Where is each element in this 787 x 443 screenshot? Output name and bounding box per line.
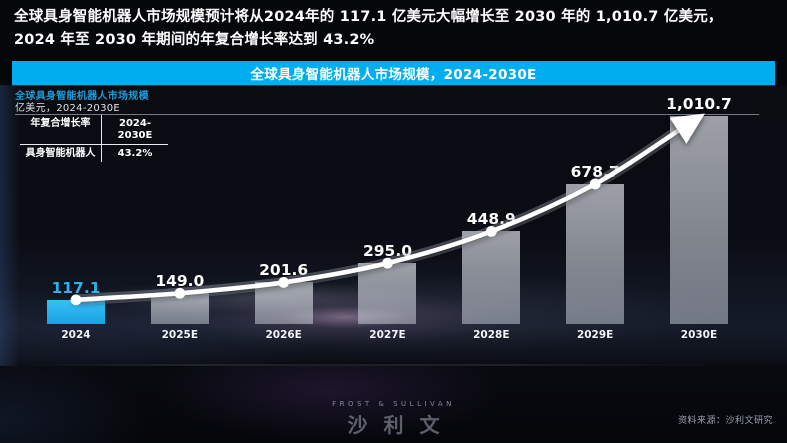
- logo-chinese-name: 沙利文: [347, 413, 456, 437]
- headline-line1: 全球具身智能机器人市场规模预计将从2024年的 117.1 亿美元大幅增长至 2…: [14, 9, 723, 25]
- x-axis-label-2024: 2024: [61, 329, 91, 341]
- source-note: 资料来源：沙利文研究: [677, 416, 773, 426]
- bar-2028E: [462, 231, 521, 324]
- chart-title: 全球具身智能机器人市场规模: [15, 91, 149, 102]
- logo-wordmark: FROST & SULLIVAN: [332, 400, 455, 408]
- bar-2029E: [566, 183, 625, 324]
- chart-unit-label: 亿美元，2024-2030E: [15, 103, 121, 114]
- value-label-2026E: 201.6: [259, 261, 309, 280]
- frost-sullivan-logo: FROST & SULLIVAN 沙利文: [0, 400, 787, 438]
- value-label-2028E: 448.9: [466, 210, 516, 229]
- lower-background-glow: [0, 366, 787, 443]
- headline-line2: 2024 年至 2030 年期间的年复合增长率达到 43.2%: [14, 32, 375, 48]
- cagr-series-label: 具身智能机器人: [20, 145, 102, 162]
- bar-2030E: [669, 115, 728, 324]
- bar-2027E: [358, 263, 417, 324]
- chart-banner: 全球具身智能机器人市场规模，2024-2030E: [12, 61, 775, 85]
- bar-2026E: [254, 282, 313, 324]
- cagr-header-label: 年复合增长率: [20, 115, 102, 145]
- value-label-2030E: 1,010.7: [666, 94, 732, 113]
- x-axis-label-2026E: 2026E: [265, 329, 302, 341]
- background-floor-edge: [18, 364, 718, 366]
- value-label-2025E: 149.0: [155, 272, 205, 291]
- x-axis-label-2028E: 2028E: [473, 329, 510, 341]
- x-axis-label-2030E: 2030E: [680, 329, 718, 341]
- bar-2024: [47, 299, 105, 324]
- cagr-value: 43.2%: [117, 148, 153, 159]
- cagr-header-period: 2024-2030E: [102, 115, 168, 145]
- x-axis-label-2027E: 2027E: [369, 329, 406, 341]
- chart-top-rule: [15, 114, 759, 115]
- value-label-2027E: 295.0: [362, 242, 412, 261]
- x-axis-label-2029E: 2029E: [576, 329, 614, 341]
- x-axis-label-2025E: 2025E: [161, 329, 199, 341]
- cagr-table: 年复合增长率 2024-2030E 具身智能机器人 43.2%: [20, 115, 168, 162]
- banner-title: 全球具身智能机器人市场规模，2024-2030E: [250, 67, 537, 83]
- value-label-2029E: 678.7: [570, 162, 620, 181]
- headline: 全球具身智能机器人市场规模预计将从2024年的 117.1 亿美元大幅增长至 2…: [14, 6, 776, 52]
- bar-2025E: [150, 293, 209, 324]
- value-label-2024: 117.1: [51, 278, 101, 297]
